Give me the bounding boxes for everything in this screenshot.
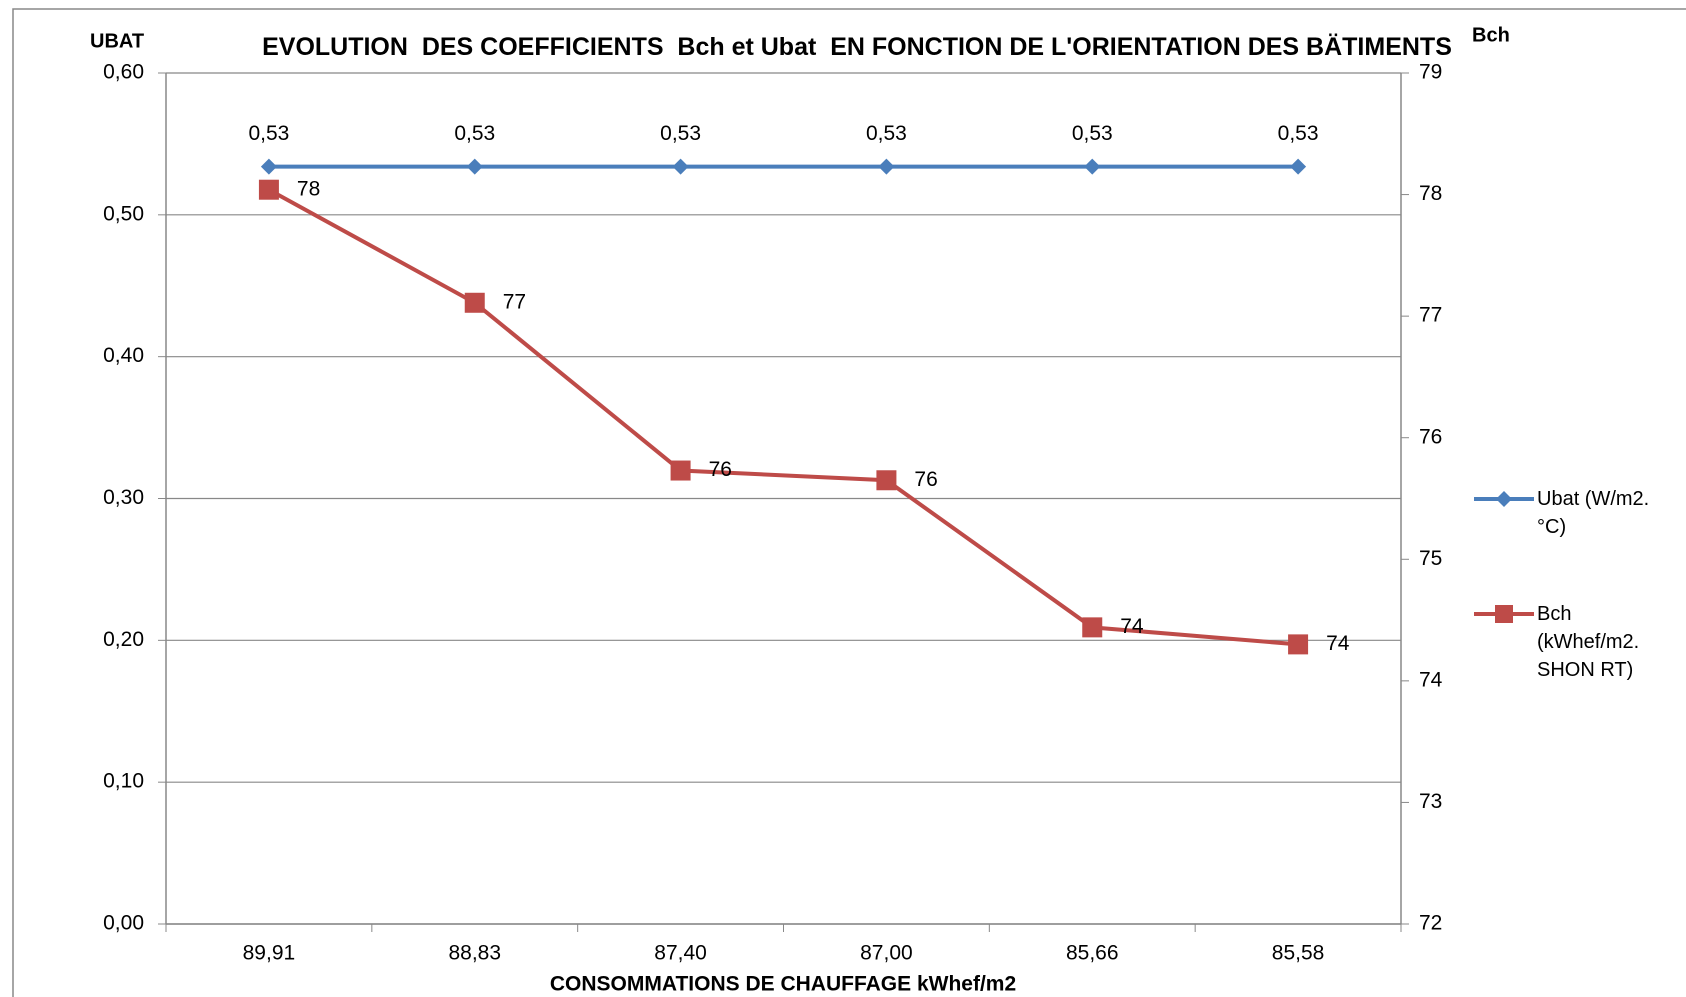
y2-tick-label: 79 — [1419, 61, 1442, 84]
marker — [258, 179, 279, 200]
legend-label: Ubat (W/m2.°C) — [1537, 488, 1650, 538]
data-label: 78 — [297, 177, 320, 200]
data-label: 76 — [914, 468, 937, 491]
marker — [1084, 158, 1101, 175]
data-label: 74 — [1326, 632, 1350, 655]
y2-tick-label: 75 — [1419, 547, 1442, 570]
x-axis-label: CONSOMMATIONS DE CHAUFFAGE kWhef/m2 — [550, 973, 1016, 996]
data-label: 77 — [503, 290, 526, 313]
y2-tick-label: 74 — [1419, 668, 1443, 691]
marker — [670, 460, 691, 481]
legend-marker — [1496, 491, 1512, 507]
data-label: 0,53 — [1072, 122, 1113, 145]
x-tick-label: 88,83 — [448, 942, 501, 965]
y-tick-label: 0,20 — [103, 628, 144, 651]
y-tick-label: 0,30 — [103, 486, 144, 509]
y2-tick-label: 72 — [1419, 912, 1442, 935]
marker — [672, 158, 689, 175]
series-line — [267, 187, 1299, 647]
legend-marker — [1495, 605, 1513, 623]
chart-border — [12, 8, 1686, 997]
marker — [1082, 617, 1103, 638]
data-label: 0,53 — [248, 122, 289, 145]
y2-tick-label: 78 — [1419, 182, 1442, 205]
data-label: 74 — [1120, 615, 1144, 638]
x-tick-label: 89,91 — [243, 942, 296, 965]
x-tick-label: 87,00 — [860, 942, 913, 965]
marker — [876, 470, 897, 491]
data-label: 76 — [709, 458, 732, 481]
y-tick-label: 0,10 — [103, 770, 144, 793]
x-tick-label: 87,40 — [654, 942, 707, 965]
data-label: 0,53 — [1278, 122, 1319, 145]
y2-tick-label: 73 — [1419, 790, 1442, 813]
y2-tick-label: 76 — [1419, 425, 1442, 448]
chart-title: EVOLUTION DES COEFFICIENTS Bch et Ubat E… — [262, 33, 1452, 61]
marker — [1290, 158, 1307, 175]
marker — [1288, 634, 1309, 655]
marker — [464, 292, 485, 313]
data-label: 0,53 — [660, 122, 701, 145]
y-tick-label: 0,60 — [103, 61, 144, 84]
data-label: 0,53 — [866, 122, 907, 145]
x-tick-label: 85,58 — [1272, 942, 1325, 965]
x-tick-label: 85,66 — [1066, 942, 1119, 965]
y-tick-label: 0,50 — [103, 202, 144, 225]
data-label: 0,53 — [454, 122, 495, 145]
y2-axis-label: Bch — [1472, 24, 1510, 46]
marker — [260, 158, 277, 175]
marker — [878, 158, 895, 175]
y-tick-label: 0,00 — [103, 912, 144, 935]
y-axis-label: UBAT — [90, 30, 144, 52]
y-tick-label: 0,40 — [103, 344, 144, 367]
legend-label: Bch (kWhef/m2. SHON RT) — [1537, 603, 1640, 681]
y2-tick-label: 77 — [1419, 304, 1442, 327]
marker — [466, 158, 483, 175]
